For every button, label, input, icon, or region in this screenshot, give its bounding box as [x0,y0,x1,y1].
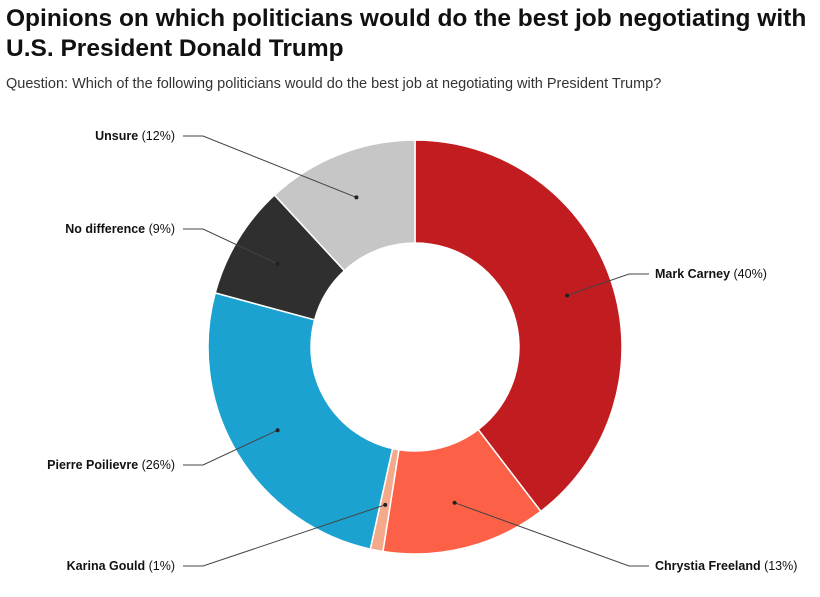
slice-mark-carney [414,139,623,513]
slice-label-no-difference: No difference (9%) [65,222,175,236]
slice-label-mark-carney: Mark Carney (40%) [655,267,767,281]
leader-dot-unsure [354,195,359,200]
slice-label-karina-gould: Karina Gould (1%) [67,559,175,573]
leader-lines [183,135,649,567]
donut-slices [207,139,623,555]
leader-dot-mark-carney [565,293,570,298]
leader-dot-pierre-poilievre [275,428,280,433]
leader-dot-chrystia-freeland [452,500,457,505]
slice-label-pierre-poilievre: Pierre Poilievre (26%) [47,458,175,472]
slice-labels: Mark Carney (40%) Chrystia Freeland (13%)… [47,129,797,573]
leader-line-mark-carney [566,273,649,296]
leader-line-chrystia-freeland [454,502,649,567]
chart-title: Opinions on which politicians would do t… [6,5,807,62]
leader-line-pierre-poilievre [183,429,278,466]
leader-dot-no-difference [275,261,280,266]
leader-line-karina-gould [183,504,386,567]
leader-line-unsure [183,135,357,198]
slice-pierre-poilievre [207,291,394,551]
leader-line-no-difference [183,228,278,265]
leader-dot-karina-gould [383,502,388,507]
slice-label-chrystia-freeland: Chrystia Freeland (13%) [655,559,797,573]
slice-unsure [273,139,416,272]
chart-subtitle: Question: Which of the following politic… [6,76,662,92]
slice-label-unsure: Unsure (12%) [95,129,175,143]
